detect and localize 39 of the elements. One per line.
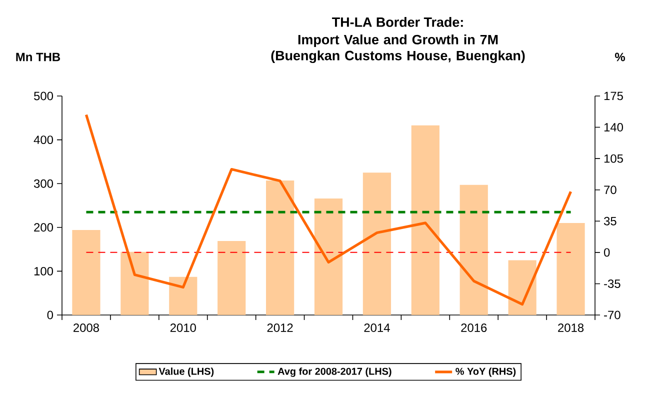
y-tick-label: 0 <box>47 310 54 320</box>
bar <box>266 180 294 315</box>
bar <box>556 223 585 315</box>
bar <box>72 230 100 315</box>
legend-label: Value (LHS) <box>158 368 214 377</box>
y-tick-label: 100 <box>34 266 54 276</box>
x-tick-label: 2016 <box>461 324 487 332</box>
y2-tick-label: 105 <box>604 154 623 163</box>
bar <box>169 276 198 315</box>
y-tick-label: 300 <box>34 179 54 188</box>
y-tick-label: 200 <box>34 223 54 232</box>
x-tick-label: 2010 <box>170 324 196 332</box>
y2-tick-label: 0 <box>604 248 610 257</box>
line-series <box>84 113 572 306</box>
y2-tick-label: 140 <box>604 123 624 132</box>
y2-tick-label: 175 <box>604 92 623 100</box>
bar <box>362 172 392 315</box>
bar <box>314 198 343 315</box>
x-tick-label: 2018 <box>558 324 584 332</box>
bar <box>120 252 149 315</box>
bar <box>460 184 488 315</box>
chart-title: TH-LA Border Trade: <box>332 17 463 27</box>
x-tick-label: 2008 <box>74 324 99 332</box>
y2-tick-label: 70 <box>604 186 616 194</box>
chart-subtitle: Import Value and Growth in 7M (Buengkan Customs House, Buengkan) <box>271 34 525 64</box>
x-tick-label: 2012 <box>267 324 293 332</box>
bar <box>218 240 246 315</box>
x-tick-label: 2014 <box>364 324 390 332</box>
y-tick-label: 500 <box>34 92 54 100</box>
legend-label: Avg for 2008-2017 (LHS) <box>278 368 392 377</box>
y2-tick-label: -70 <box>604 310 620 320</box>
y2-tick-label: 35 <box>604 216 616 226</box>
legend-label: % YoY (RHS) <box>456 368 516 377</box>
y2-tick-label: -35 <box>604 279 620 288</box>
bar <box>508 260 536 315</box>
y2-axis-title: % <box>614 52 626 62</box>
y-axis-title: Mn THB <box>16 52 60 62</box>
y-tick-label: 400 <box>34 136 54 144</box>
bar <box>411 125 440 315</box>
